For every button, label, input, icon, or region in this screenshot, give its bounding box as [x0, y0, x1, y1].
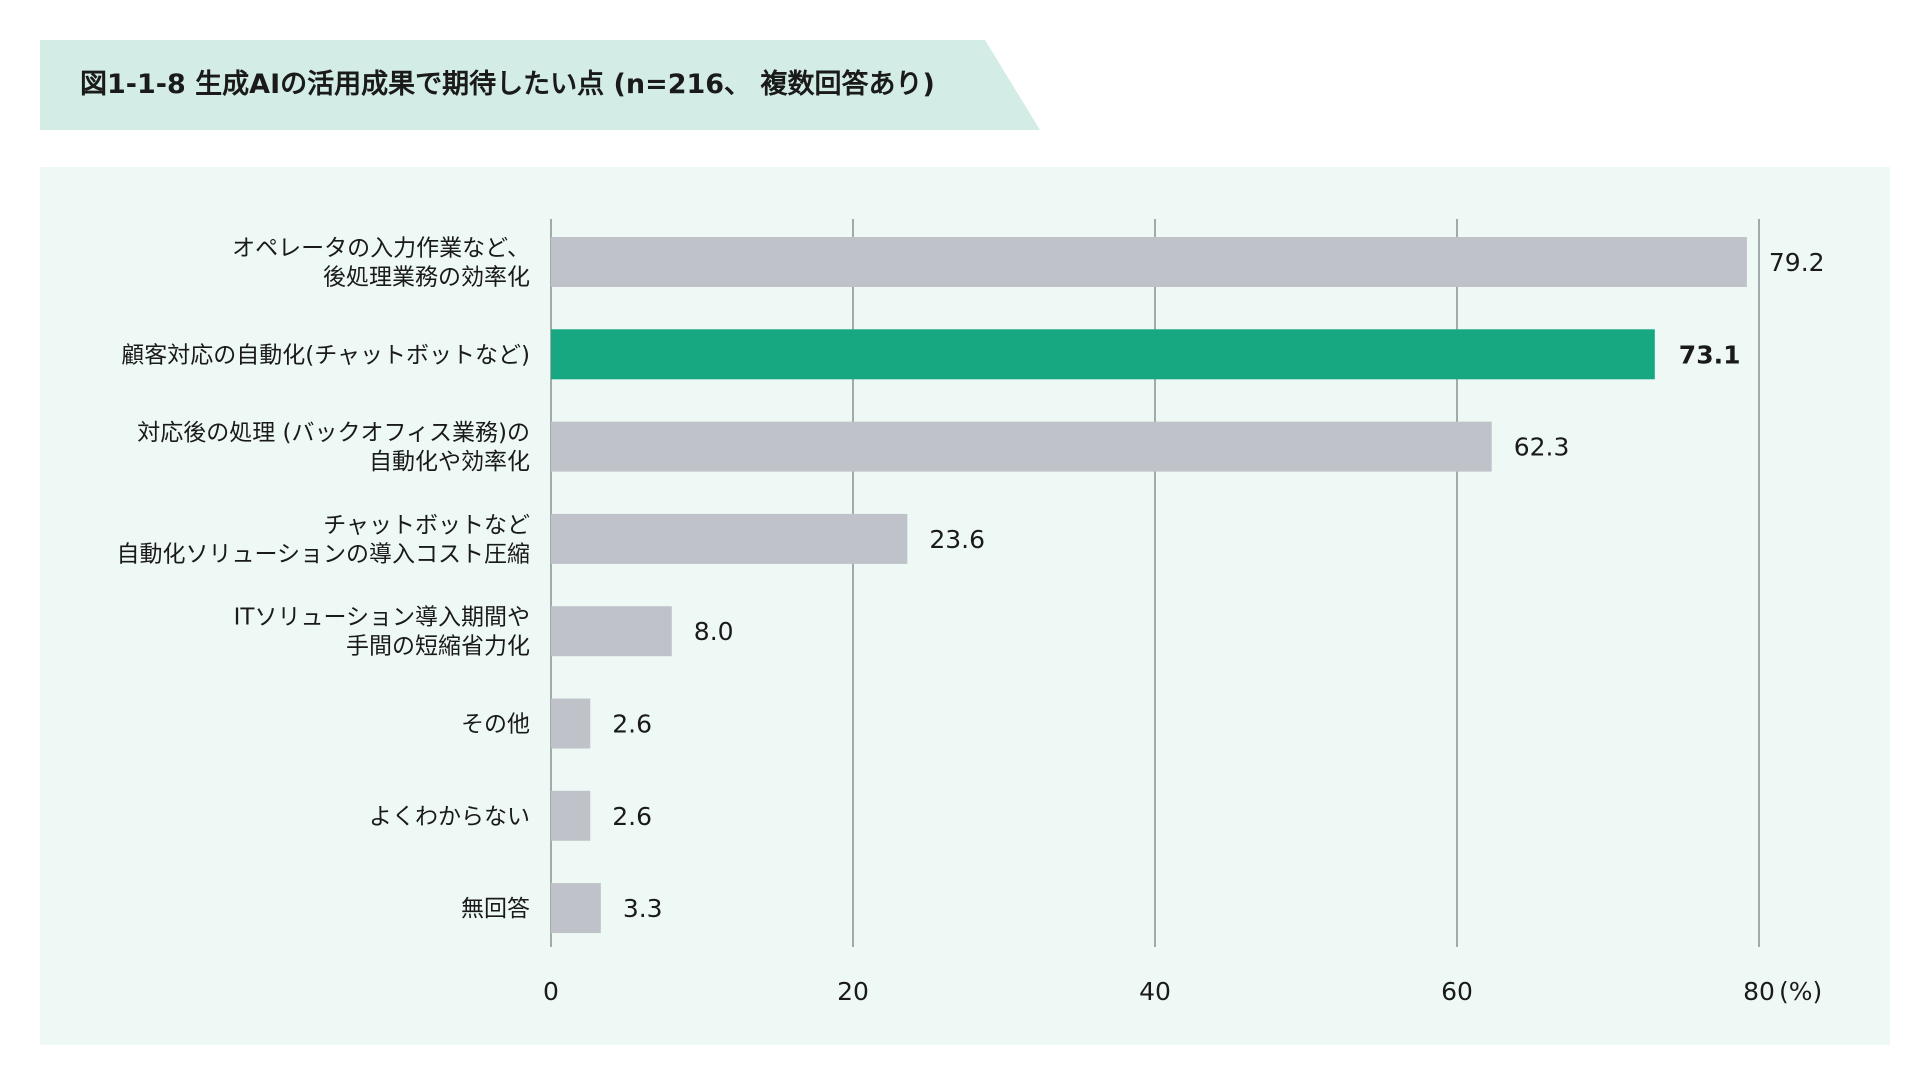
category-label: 無回答 [461, 896, 530, 922]
title-banner-shape [40, 40, 1040, 130]
value-label: 73.1 [1679, 340, 1741, 369]
bar [551, 698, 591, 749]
category-label: 対応後の処理 (バックオフィス業務)の [137, 420, 530, 446]
category-label: オペレータの入力作業など、 [232, 236, 530, 262]
x-tick-label: 0 [543, 977, 559, 1006]
category-label: 顧客対応の自動化(チャットボットなど) [121, 342, 530, 368]
chart-title: 図1-1-8 生成AIの活用成果で期待したい点 (n=216、 複数回答あり) [80, 69, 935, 100]
bar [551, 790, 591, 841]
category-label: 手間の短縮省力化 [346, 634, 530, 660]
category-label: 自動化ソリューションの導入コスト圧縮 [116, 541, 530, 567]
category-label: ITソリューション導入期間や [234, 605, 530, 631]
title-banner: 図1-1-8 生成AIの活用成果で期待したい点 (n=216、 複数回答あり) [40, 40, 1040, 130]
value-label: 62.3 [1514, 433, 1570, 462]
category-label: 後処理業務の効率化 [323, 265, 530, 291]
x-tick-label: 60 [1441, 977, 1473, 1006]
bar-chart: オペレータの入力作業など、後処理業務の効率化 79.2 顧客対応の自動化(チャットボ… [116, 219, 1825, 1006]
bar [551, 329, 1655, 380]
value-label: 2.6 [612, 710, 652, 739]
x-tick-label: 80 [1743, 977, 1775, 1006]
value-label: 23.6 [929, 525, 985, 554]
category-label: 自動化や効率化 [369, 449, 530, 475]
bar [551, 883, 601, 934]
bar [551, 421, 1492, 472]
category-label: よくわからない [369, 804, 530, 830]
x-tick-label: 20 [837, 977, 869, 1006]
x-tick-label: 40 [1139, 977, 1171, 1006]
category-label: その他 [461, 712, 530, 738]
bar [551, 606, 672, 657]
bar [551, 237, 1747, 287]
value-label: 3.3 [623, 894, 663, 923]
value-label: 79.2 [1769, 248, 1825, 277]
value-label: 2.6 [612, 802, 652, 831]
bar [551, 513, 908, 564]
chart-panel: オペレータの入力作業など、後処理業務の効率化 79.2 顧客対応の自動化(チャットボ… [40, 167, 1890, 1045]
category-label: チャットボットなど [323, 512, 530, 538]
x-axis-unit: (%) [1779, 977, 1822, 1006]
value-label: 8.0 [694, 617, 734, 646]
